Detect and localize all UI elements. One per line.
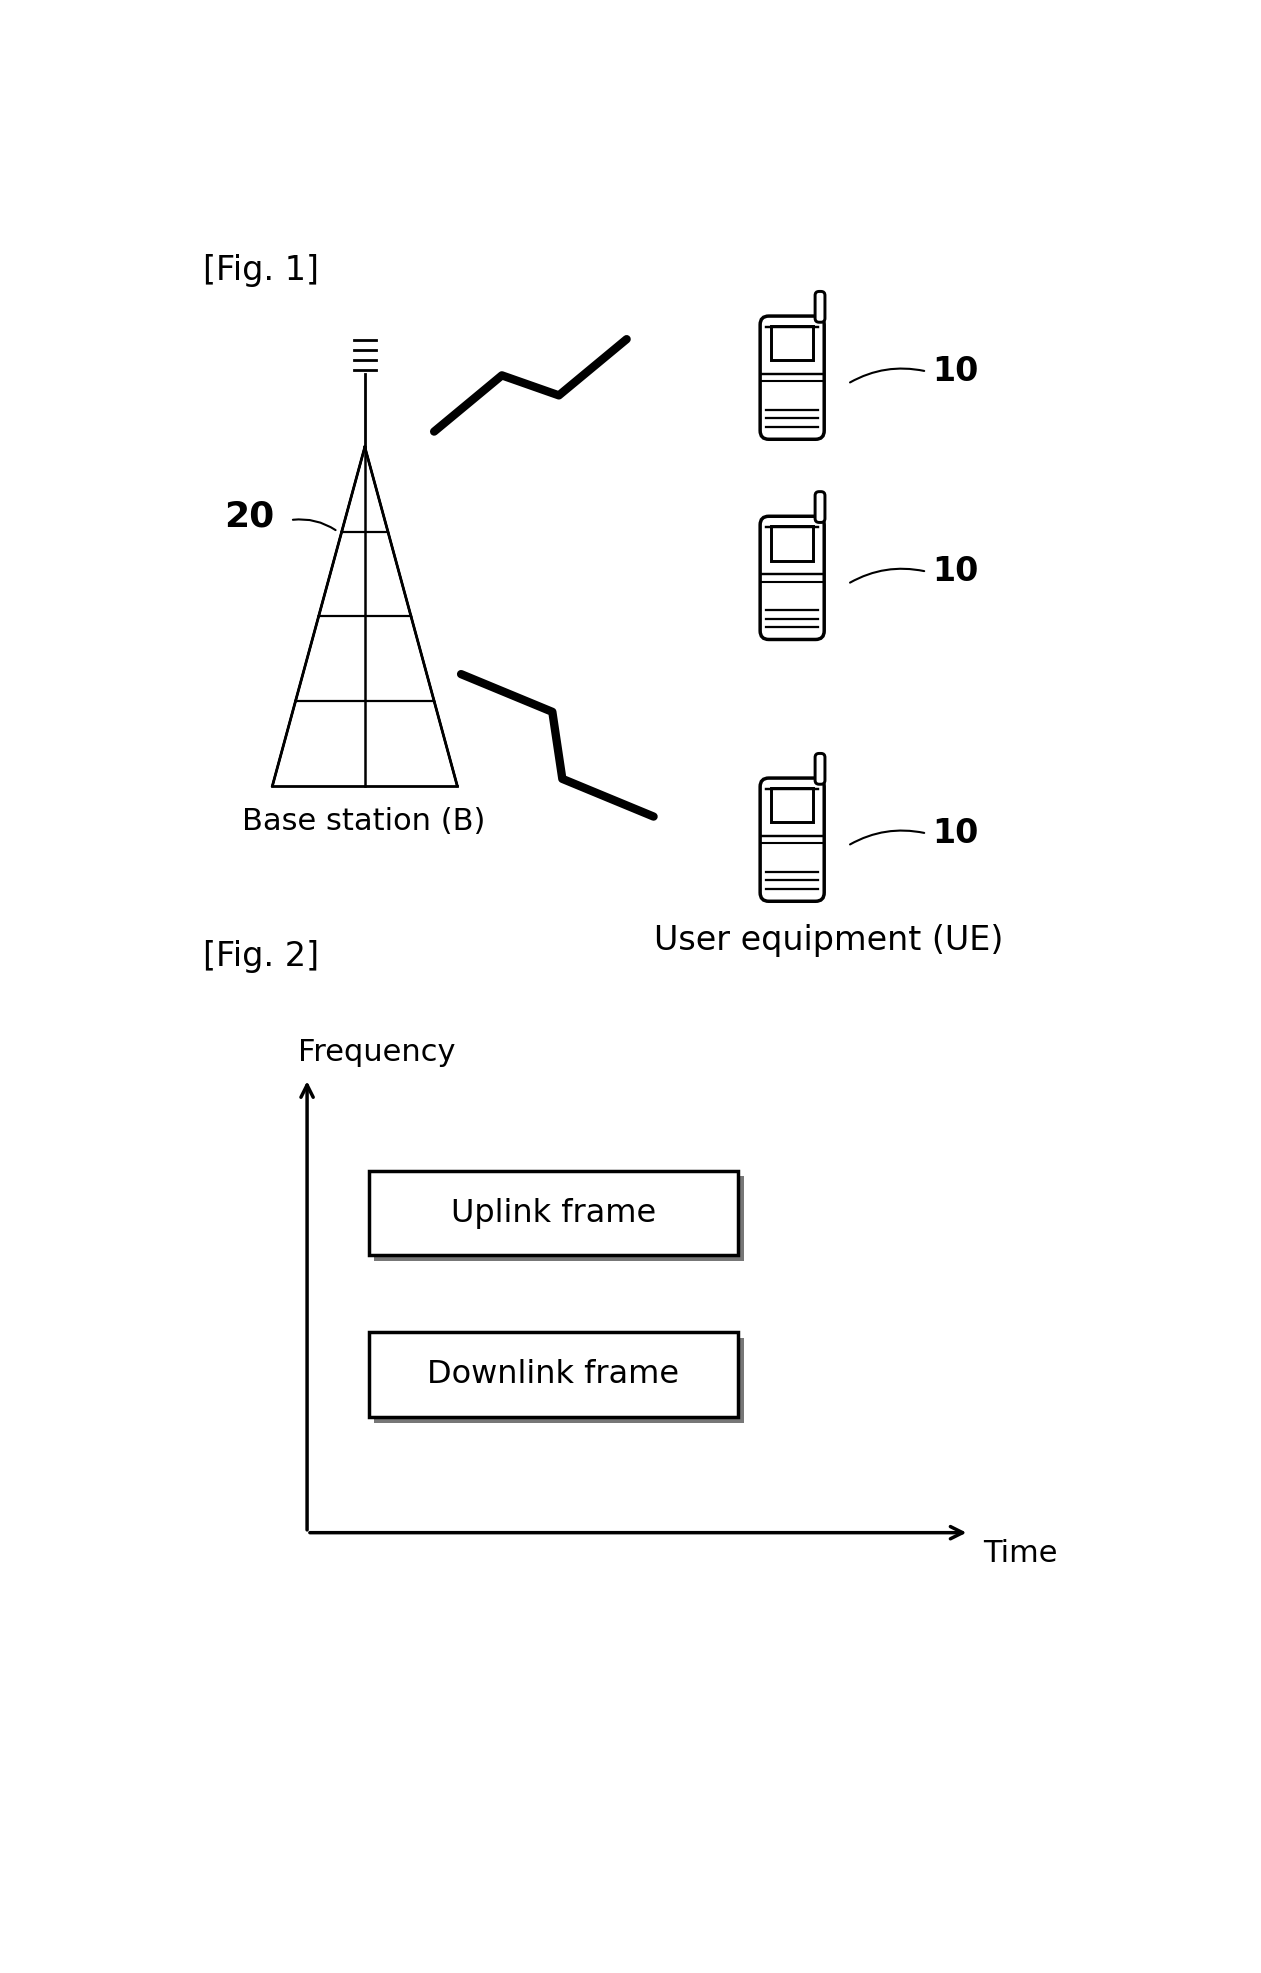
Text: [Fig. 2]: [Fig. 2] xyxy=(203,939,319,973)
Text: 10: 10 xyxy=(932,554,979,588)
Bar xyxy=(772,527,813,560)
Bar xyxy=(772,326,813,361)
Text: 10: 10 xyxy=(932,817,979,850)
Text: Time: Time xyxy=(984,1539,1058,1569)
Text: User equipment (UE): User equipment (UE) xyxy=(653,925,1002,957)
FancyBboxPatch shape xyxy=(815,292,825,322)
Bar xyxy=(375,1176,744,1261)
FancyBboxPatch shape xyxy=(760,777,825,902)
Text: Base station (B): Base station (B) xyxy=(242,807,485,837)
Bar xyxy=(375,1338,744,1423)
Text: [Fig. 1]: [Fig. 1] xyxy=(203,255,319,288)
Text: 10: 10 xyxy=(932,355,979,389)
FancyBboxPatch shape xyxy=(815,491,825,523)
Bar xyxy=(368,1332,738,1417)
FancyBboxPatch shape xyxy=(760,517,825,639)
Text: Frequency: Frequency xyxy=(298,1038,455,1067)
Text: 20: 20 xyxy=(224,499,275,533)
Bar xyxy=(772,787,813,823)
Text: Downlink frame: Downlink frame xyxy=(427,1359,680,1391)
FancyBboxPatch shape xyxy=(760,316,825,440)
Bar xyxy=(368,1170,738,1255)
Text: Uplink frame: Uplink frame xyxy=(451,1198,656,1229)
FancyBboxPatch shape xyxy=(815,754,825,783)
